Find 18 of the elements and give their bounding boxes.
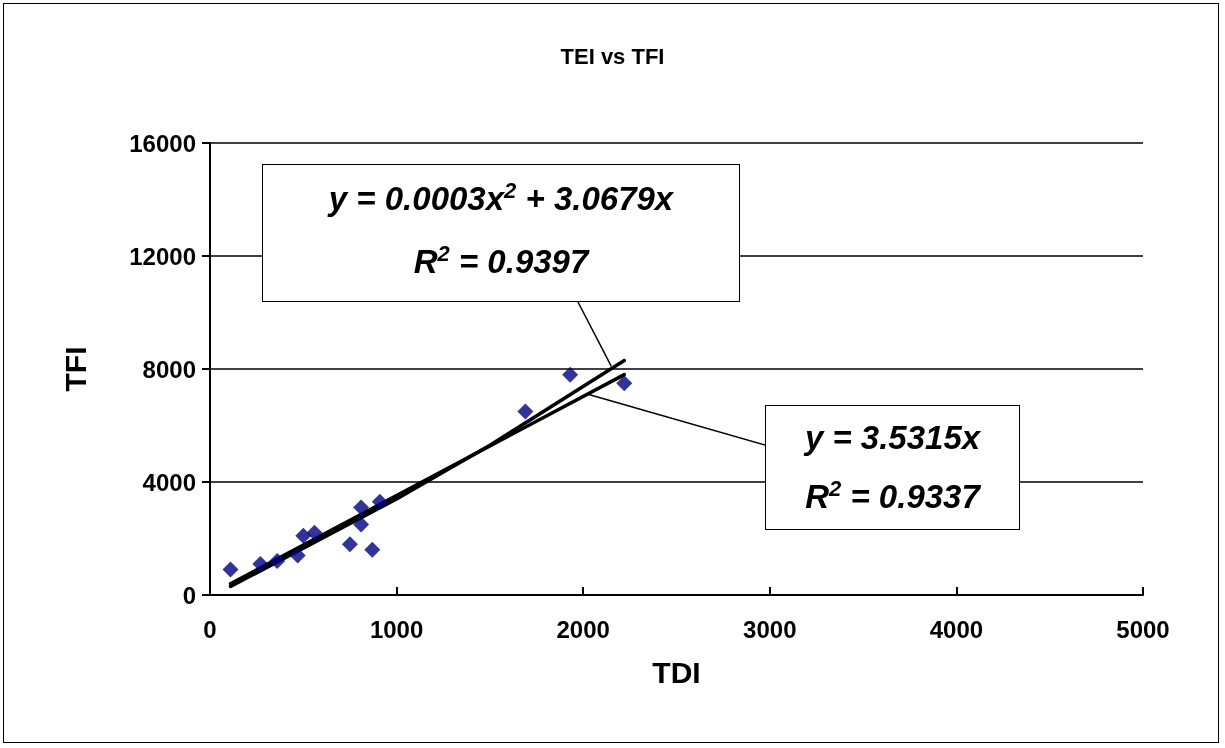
x-tick-label: 4000 <box>929 615 984 643</box>
y-tick-label: 16000 <box>129 129 196 157</box>
x-tick-label: 2000 <box>556 615 610 643</box>
annotation: y = 0.0003x$^{2}$ + 3.0679x <box>328 178 674 218</box>
annotation: R$^{2}$ = 0.9337 <box>805 475 980 516</box>
x-tick-label: 5000 <box>1116 615 1170 643</box>
y-axis-title: TFI <box>58 346 92 392</box>
x-axis-title: TDI <box>652 655 701 689</box>
y-tick-label: 4000 <box>142 468 196 496</box>
y-tick-label: 8000 <box>142 355 196 383</box>
y-tick-label: 12000 <box>129 242 196 270</box>
x-tick-label: 1000 <box>369 615 424 643</box>
annotation: R$^{2}$ = 0.9397 <box>413 241 589 281</box>
y-tick-label: 0 <box>182 581 196 609</box>
x-tick-label: 0 <box>203 615 217 643</box>
x-tick-label: 3000 <box>743 615 797 643</box>
chart-title: TEI vs TFI <box>560 43 665 69</box>
annotation: y = 3.5315x <box>804 419 981 457</box>
